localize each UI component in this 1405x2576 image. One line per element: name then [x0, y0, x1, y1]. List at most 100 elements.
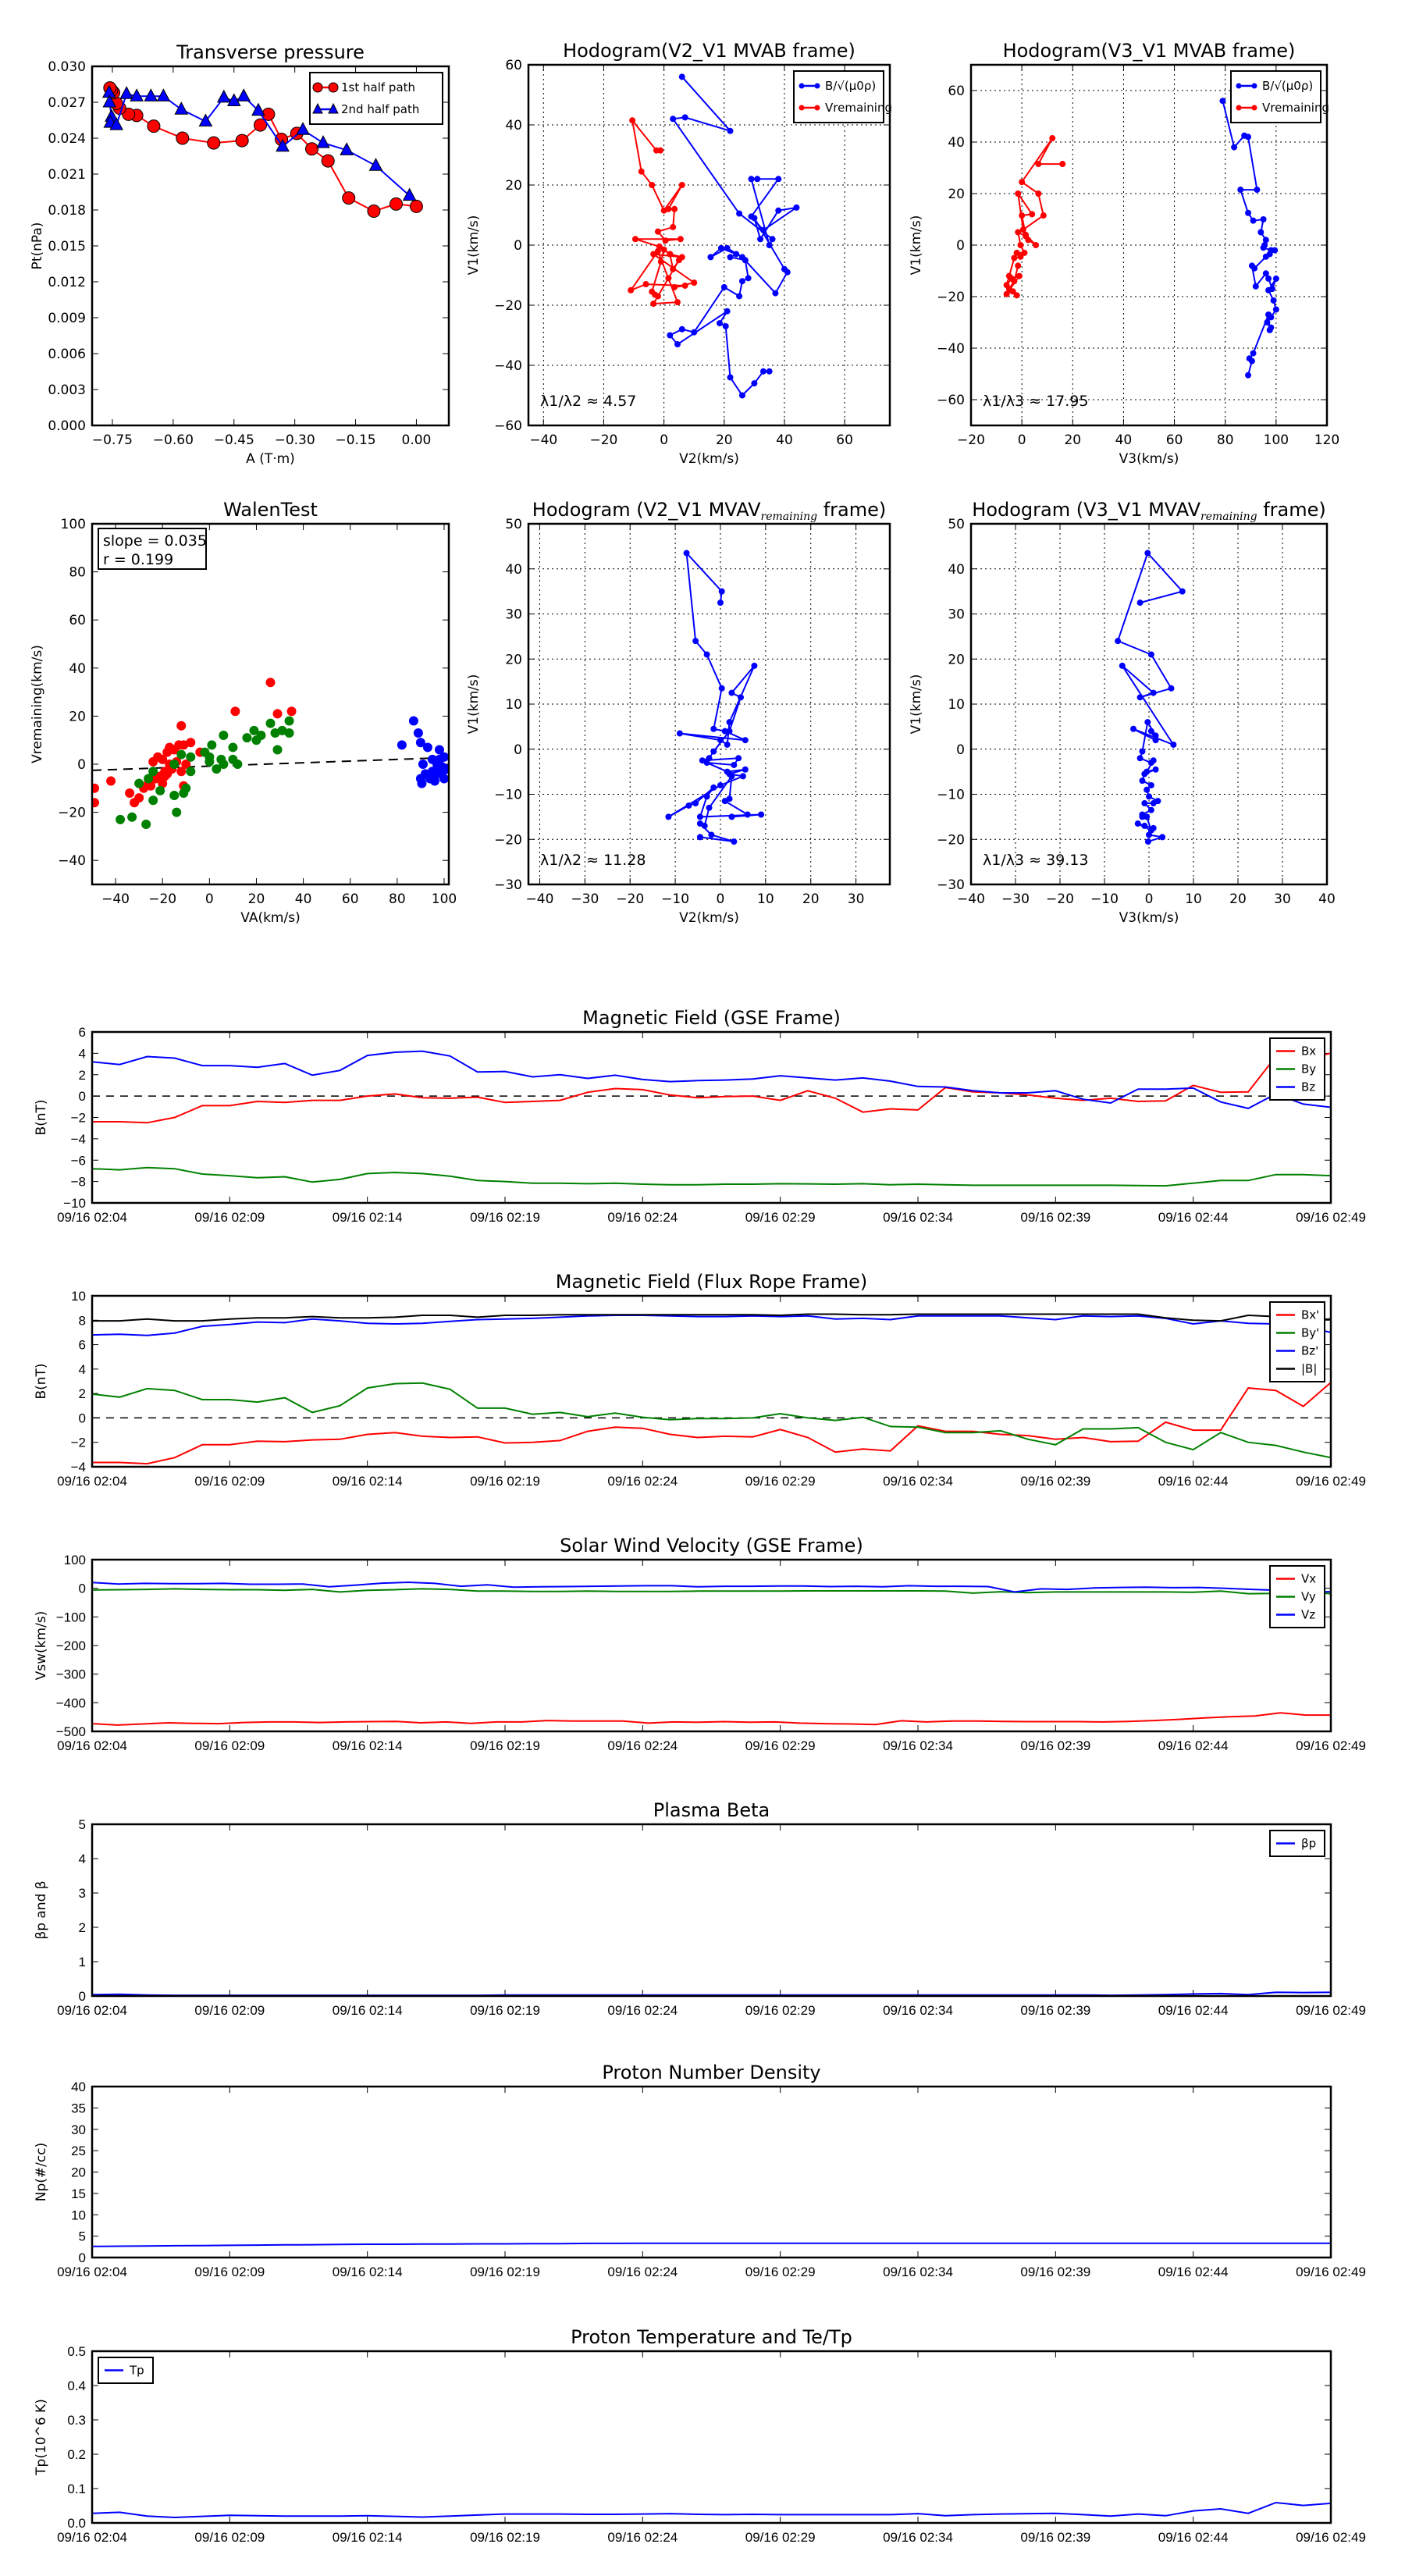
y-tick-label: 5	[79, 2229, 86, 2244]
x-tick-label: 09/16 02:04	[57, 1210, 127, 1225]
y-axis-label: Vremaining(km/s)	[30, 645, 45, 763]
data-point	[1179, 588, 1186, 595]
data-point	[670, 265, 677, 272]
data-point	[1136, 755, 1144, 762]
data-point	[1250, 350, 1257, 357]
data-point	[1265, 286, 1272, 294]
y-tick-label: 0.021	[48, 167, 86, 183]
data-point	[717, 244, 724, 251]
series-vremaining	[1003, 135, 1066, 299]
data-point	[692, 800, 699, 807]
x-tick-label: 20	[248, 891, 265, 907]
legend-item: Bz'	[1276, 1344, 1318, 1358]
data-point	[670, 223, 677, 230]
data-point	[724, 308, 731, 315]
data-point	[703, 651, 710, 658]
x-tick-label: 30	[848, 891, 865, 907]
data-point	[649, 182, 656, 188]
data-point	[102, 94, 117, 108]
data-point	[251, 102, 265, 116]
x-tick-label: 09/16 02:29	[745, 1738, 816, 1753]
axes-frame	[91, 522, 450, 886]
x-tick-label: −40	[526, 891, 554, 907]
data-point	[652, 291, 659, 298]
x-tick-label: −0.15	[336, 432, 376, 448]
series-line	[92, 1581, 1331, 1593]
legend-marker	[799, 83, 805, 89]
data-point	[174, 101, 189, 115]
x-tick-label: 09/16 02:24	[607, 2530, 678, 2545]
x-tick-label: 09/16 02:34	[883, 2265, 953, 2279]
scatter-point	[92, 783, 100, 793]
data-point	[696, 834, 703, 841]
y-tick-label: 10	[71, 2208, 86, 2222]
data-point	[296, 122, 310, 135]
data-point	[1250, 217, 1257, 224]
y-tick-label: −20	[494, 298, 522, 314]
scatter-point	[286, 706, 297, 717]
y-tick-label: −30	[494, 877, 522, 893]
data-point	[766, 242, 773, 248]
data-point	[674, 299, 681, 306]
legend-marker	[1251, 83, 1257, 89]
legend-item: B/√(μ0ρ)	[799, 79, 876, 93]
chart-title: Plasma Beta	[653, 1799, 770, 1821]
x-tick-label: 09/16 02:44	[1158, 1474, 1229, 1489]
legend-item: 2nd half path	[312, 102, 419, 116]
x-tick-label: 09/16 02:04	[57, 2265, 127, 2279]
y-tick-label: 0	[514, 742, 522, 758]
y-tick-label: 0.012	[48, 275, 86, 290]
scatter-point	[265, 718, 276, 728]
x-tick-label: −20	[616, 891, 644, 907]
y-axis-label: B(nT)	[34, 1099, 49, 1135]
data-point	[681, 114, 688, 121]
scatter-point	[148, 795, 158, 806]
series-line	[92, 1052, 1331, 1124]
x-tick-label: 60	[836, 432, 853, 448]
scatter-point	[179, 740, 189, 750]
chart-beta: Plasma Beta 09/16 02:04 09/16 02:09 09/16 0…	[34, 1799, 1366, 2018]
scatter-point	[212, 764, 222, 774]
legend-label: Vy	[1301, 1590, 1316, 1604]
legend-item: Vy	[1276, 1590, 1316, 1604]
legend-item: βp	[1276, 1837, 1316, 1851]
y-tick-label: 8	[79, 1313, 86, 1328]
data-point	[1150, 824, 1157, 831]
legend: Bx' By' Bz' |B|	[1269, 1301, 1325, 1382]
data-point	[1272, 306, 1279, 313]
legend-label: Vx	[1301, 1572, 1316, 1586]
data-point	[726, 719, 733, 726]
y-tick-label: 1	[79, 1955, 86, 1969]
series-line	[1116, 551, 1184, 843]
data-point	[629, 117, 636, 124]
data-point	[772, 290, 779, 297]
data-point	[1033, 242, 1040, 248]
legend-item: |B|	[1276, 1362, 1317, 1376]
y-tick-label: 60	[69, 613, 86, 628]
legend-label: Vz	[1301, 1608, 1315, 1622]
y-tick-label: −60	[494, 418, 522, 434]
y-axis-label: B(nT)	[34, 1363, 49, 1399]
scatter-point	[417, 778, 427, 788]
data-point	[759, 368, 767, 375]
y-tick-label: 20	[505, 652, 522, 667]
x-tick-label: 10	[1185, 891, 1202, 907]
y-tick-label: −20	[494, 832, 522, 848]
x-tick-label: −40	[101, 891, 130, 907]
x-tick-label: 09/16 02:49	[1296, 1210, 1366, 1225]
data-point	[1168, 685, 1175, 692]
x-tick-label: 09/16 02:39	[1020, 1210, 1090, 1225]
data-point	[1136, 694, 1144, 701]
y-tick-label: 0.030	[48, 59, 86, 75]
data-point	[667, 251, 674, 258]
series-x-component	[92, 678, 297, 808]
data-point	[1017, 242, 1024, 248]
data-point	[321, 154, 335, 168]
plot-area	[628, 73, 800, 399]
legend-marker	[1251, 105, 1257, 111]
data-point	[707, 254, 714, 261]
legend-label: B/√(μ0ρ)	[825, 79, 876, 93]
data-point	[1257, 229, 1264, 236]
plot-area	[92, 1581, 1331, 1726]
scatter-point	[284, 728, 294, 738]
